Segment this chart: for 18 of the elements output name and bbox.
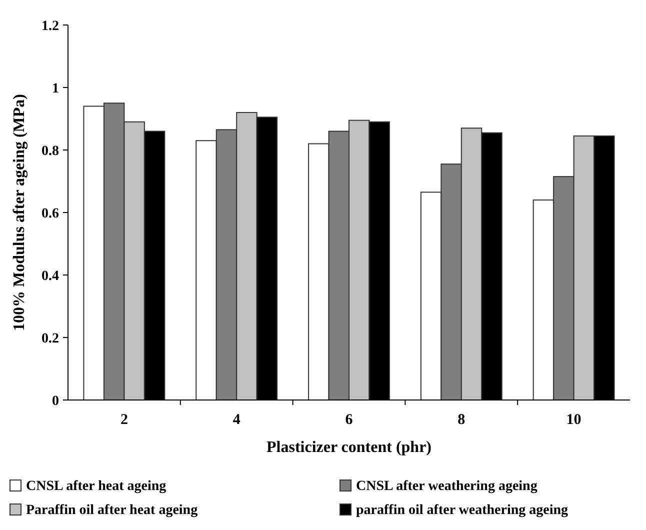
x-axis-title: Plasticizer content (phr): [266, 439, 432, 456]
y-tick-label: 1: [52, 81, 59, 96]
legend-label: paraffin oil after weathering ageing: [356, 503, 568, 518]
y-tick-label: 0.2: [42, 331, 59, 346]
y-axis-title: 100% Modulus after ageing (MPa): [11, 94, 28, 332]
y-tick-label: 0: [52, 394, 59, 409]
x-tick-label: 4: [232, 412, 241, 428]
y-tick-label: 0.8: [42, 144, 59, 159]
x-tick-label: 6: [345, 412, 354, 428]
x-tick-label: 10: [566, 412, 582, 428]
legend-label: CNSL after heat ageing: [26, 479, 166, 494]
y-tick-label: 0.6: [42, 206, 59, 222]
x-tick-label: 8: [458, 412, 466, 428]
x-tick-label: 2: [120, 412, 128, 428]
legend-label: CNSL after weathering ageing: [356, 479, 538, 494]
legend-label: Paraffin oil after heat ageing: [26, 503, 198, 518]
y-tick-label: 1.2: [42, 18, 59, 34]
y-tick-label: 0.4: [42, 268, 59, 284]
